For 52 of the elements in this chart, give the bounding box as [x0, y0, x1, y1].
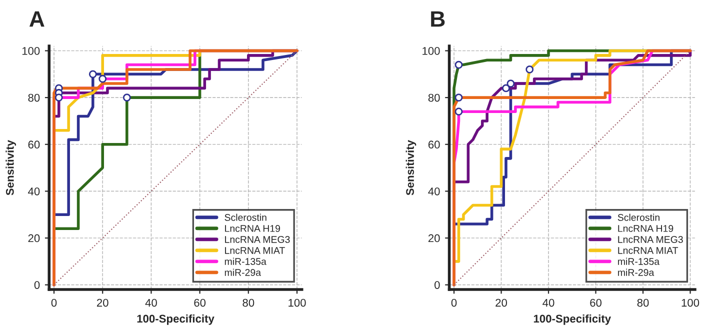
x-tick-label: 60: [590, 298, 602, 307]
legend-label: miR-135a: [224, 258, 266, 265]
y-tick-label: 20: [28, 234, 40, 242]
legend-label: LncRNA H19: [225, 225, 280, 232]
legend-label: LncRNA H19: [618, 225, 674, 232]
x-tick-label: 40: [542, 298, 554, 307]
point: [506, 80, 515, 88]
x-axis-title: 100-Specificity: [137, 314, 214, 325]
y-tick-label: 0: [34, 281, 40, 289]
legend-label: miR-29a: [618, 268, 654, 276]
x-tick-label: 80: [637, 298, 649, 307]
legend-label: LncRNA MIAT: [618, 247, 678, 254]
y-tick-label: 40: [28, 187, 40, 196]
x-tick-label: 40: [145, 298, 157, 307]
x-tick-label: 20: [496, 298, 507, 307]
y-tick-label: 60: [28, 140, 40, 149]
x-axis-title: 100-Specificity: [534, 314, 611, 325]
legend-label: LncRNA MEG3: [618, 236, 683, 243]
point: [54, 94, 63, 102]
point: [454, 108, 463, 116]
legend-label: Sclerostin: [224, 214, 266, 221]
point: [88, 70, 97, 78]
y-tick-label: 40: [428, 187, 440, 196]
x-tick-label: 100: [288, 298, 306, 307]
y-tick-label: 100: [422, 47, 440, 55]
point: [122, 94, 131, 102]
x-tick-label: 0: [51, 298, 57, 307]
y-tick-label: 100: [22, 47, 40, 55]
legend-label: Sclerostin: [618, 214, 660, 221]
legend-label: LncRNA MIAT: [225, 247, 285, 254]
x-tick-label: 0: [451, 298, 457, 307]
legend-label: miR-135a: [618, 258, 660, 265]
chart-title: A: [29, 11, 44, 27]
y-tick-label: 20: [428, 234, 440, 242]
point: [526, 66, 534, 74]
y-tick-label: 0: [434, 281, 440, 289]
y-axis-title: Sensitivity: [6, 140, 16, 196]
legend-label: LncRNA MEG3: [225, 236, 290, 243]
y-tick-label: 60: [428, 140, 440, 149]
y-tick-label: 80: [428, 94, 440, 102]
x-tick-label: 60: [194, 298, 206, 307]
point: [454, 94, 463, 102]
chart-title: B: [431, 11, 445, 27]
y-axis-title: Sensitivity: [406, 140, 416, 196]
y-tick-label: 80: [28, 94, 40, 102]
x-tick-label: 100: [682, 298, 700, 307]
legend-label: miR-29a: [224, 268, 262, 276]
x-tick-label: 20: [96, 298, 108, 307]
point: [98, 74, 107, 83]
point: [454, 60, 463, 69]
x-tick-label: 80: [242, 298, 254, 307]
point: [502, 84, 510, 92]
